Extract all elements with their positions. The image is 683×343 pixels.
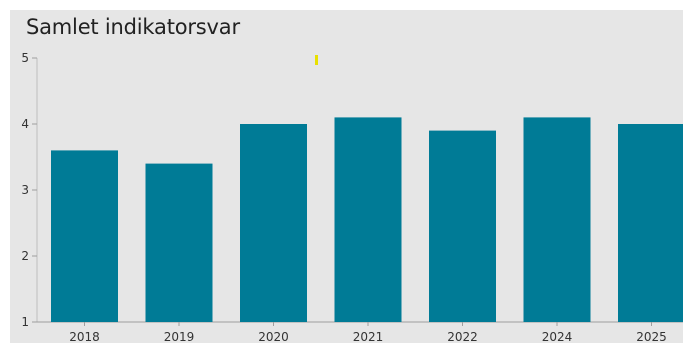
bar-2022[interactable] (429, 130, 496, 322)
bar-2018[interactable] (51, 150, 118, 322)
y-tick-label: 5 (21, 51, 29, 65)
bar-2021[interactable] (334, 117, 402, 323)
y-tick-label: 1 (21, 315, 29, 329)
x-tick-label-2025: 2025 (636, 330, 667, 343)
x-tick-label-2019: 2019 (164, 330, 195, 343)
x-tick-label-2020: 2020 (258, 330, 289, 343)
chart-title: Samlet indikatorsvar (26, 15, 240, 39)
chart-bars (51, 117, 683, 323)
y-tick-label: 2 (21, 249, 29, 263)
y-tick-labels: 1 2 3 4 5 (21, 51, 29, 329)
y-tick-label: 3 (21, 183, 29, 197)
bar-2020[interactable] (240, 124, 307, 322)
bar-2024[interactable] (523, 117, 591, 323)
x-tick-label-2024: 2024 (542, 330, 573, 343)
bar-2019[interactable] (145, 163, 213, 322)
x-tick-labels: 2018 2019 2020 2021 2022 2024 2025 (69, 330, 667, 343)
x-tick-label-2022: 2022 (447, 330, 478, 343)
x-tick-label-2021: 2021 (353, 330, 384, 343)
x-tick-label-2018: 2018 (69, 330, 100, 343)
y-tick-label: 4 (21, 117, 29, 131)
marker (315, 55, 318, 65)
bar-2025[interactable] (618, 124, 683, 322)
